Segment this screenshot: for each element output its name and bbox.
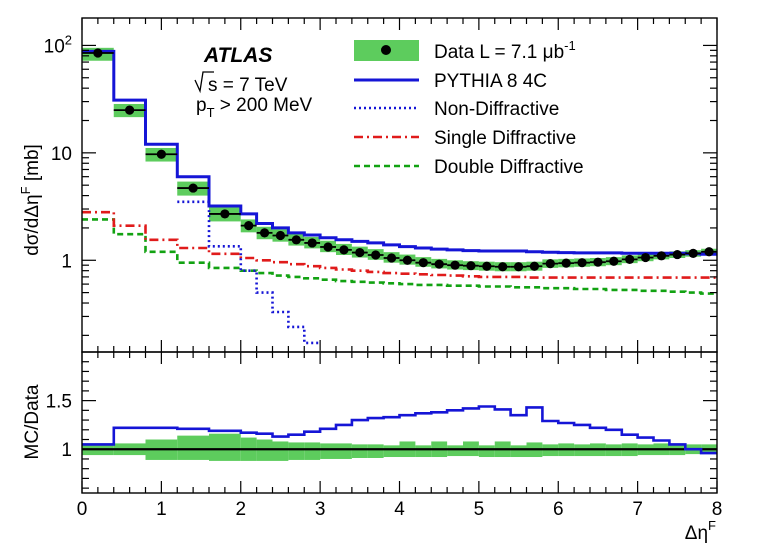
energy-label: s = 7 TeV (194, 71, 288, 96)
data-point (307, 238, 317, 248)
ratio-band-bin (304, 442, 321, 460)
experiment-label: ATLAS (203, 44, 272, 67)
x-tick-label: 8 (712, 499, 723, 520)
data-point (529, 261, 540, 271)
data-point (577, 258, 587, 268)
data-point (593, 257, 603, 267)
ratio-band-bin (288, 442, 305, 460)
ratio-pythia-line (82, 405, 717, 455)
ratio-band-bin (383, 445, 400, 458)
x-tick-label: 0 (77, 499, 88, 520)
ratio-y-tick-label: 1 (61, 440, 72, 461)
data-point (244, 221, 254, 231)
data-points (82, 48, 717, 272)
x-tick-label: 2 (235, 499, 246, 520)
svg-text:Data L = 7.1 μb-1: Data L = 7.1 μb-1 (434, 38, 576, 63)
ratio-band-bin (177, 435, 209, 460)
ratio-band-bin (351, 444, 368, 458)
data-point (371, 250, 381, 260)
legend-entry-data: Data L = 7.1 μb-1 (354, 38, 576, 63)
data-point (482, 261, 492, 271)
svg-text:Non-Diffractive: Non-Diffractive (434, 99, 559, 120)
top-y-tick-label: 102 (44, 32, 72, 57)
ratio-band-bin (478, 445, 495, 458)
data-point (704, 247, 714, 257)
mc-curves (82, 49, 717, 345)
top-y-tick-label: 1 (61, 251, 72, 272)
pt-cut-label: pT > 200 MeV (196, 95, 313, 120)
data-point (291, 235, 301, 245)
data-point (434, 259, 444, 269)
data-point (220, 209, 230, 219)
ratio-band-bin (336, 443, 352, 459)
data-point (125, 105, 135, 115)
svg-text:PYTHIA 8 4C: PYTHIA 8 4C (434, 71, 547, 92)
svg-text:Double Diffractive: Double Diffractive (434, 157, 584, 178)
data-point (450, 260, 460, 270)
data-point (156, 149, 166, 159)
data-point (259, 228, 270, 238)
data-point (355, 247, 365, 258)
top-axis-ticks (81, 18, 718, 352)
top-y-tick-labels: 102 10 1 (44, 32, 72, 272)
data-point (545, 259, 555, 269)
ratio-band-bin (320, 443, 336, 459)
data-point (513, 262, 524, 272)
ratio-y-tick-label: 1.5 (46, 392, 72, 413)
ratio-band-bin (447, 445, 463, 457)
legend-entry-dd: Double Diffractive (354, 157, 584, 178)
data-point (498, 262, 508, 272)
sqrt-icon (194, 71, 214, 94)
data-point (339, 245, 349, 255)
x-tick-labels: 0 1 2 3 4 5 6 7 8 (77, 499, 723, 520)
ratio-axis-ticks (81, 352, 718, 493)
data-point (386, 253, 397, 263)
ratio-band-bin (367, 444, 384, 458)
single-diffractive-line (82, 210, 717, 279)
top-y-tick-label: 10 (51, 144, 72, 165)
ratio-band-bin (209, 433, 241, 461)
non-diffractive-line (177, 200, 321, 345)
data-point (672, 249, 682, 260)
top-y-axis-label: dσ/dΔηF [mb] (18, 144, 43, 256)
data-point (93, 48, 103, 58)
data-point (688, 248, 698, 258)
ratio-band-bin (415, 445, 432, 458)
legend: Data L = 7.1 μb-1 PYTHIA 8 4C Non-Diffra… (354, 38, 584, 178)
x-tick-label: 7 (632, 499, 643, 520)
ratio-band-bin (272, 441, 289, 461)
x-axis-label: ΔηF (685, 518, 716, 544)
x-tick-label: 6 (553, 499, 564, 520)
x-tick-label: 3 (315, 499, 326, 520)
x-tick-label: 1 (156, 499, 167, 520)
legend-entry-sd: Single Diffractive (354, 128, 576, 149)
data-point (418, 258, 428, 268)
ratio-y-tick-labels: 1.51 (46, 392, 72, 462)
svg-text:Single Diffractive: Single Diffractive (434, 128, 576, 149)
ratio-y-axis-label: MC/Data (22, 384, 43, 459)
data-point (188, 183, 198, 193)
pythia-line (82, 49, 717, 256)
data-point (640, 252, 651, 263)
data-point (561, 258, 571, 268)
legend-entry-nd: Non-Diffractive (354, 99, 559, 120)
data-point (323, 242, 333, 252)
data-point (466, 261, 476, 271)
data-point (402, 255, 413, 265)
ratio-band-bin (510, 445, 527, 458)
data-point (275, 230, 286, 241)
legend-entry-pythia: PYTHIA 8 4C (354, 71, 547, 92)
data-point (656, 251, 667, 261)
data-point (625, 254, 635, 264)
legend-data-marker (381, 45, 391, 55)
x-tick-label: 4 (394, 499, 405, 520)
x-tick-label: 5 (474, 499, 485, 520)
data-point (609, 256, 619, 266)
svg-text:s = 7 TeV: s = 7 TeV (208, 75, 288, 96)
